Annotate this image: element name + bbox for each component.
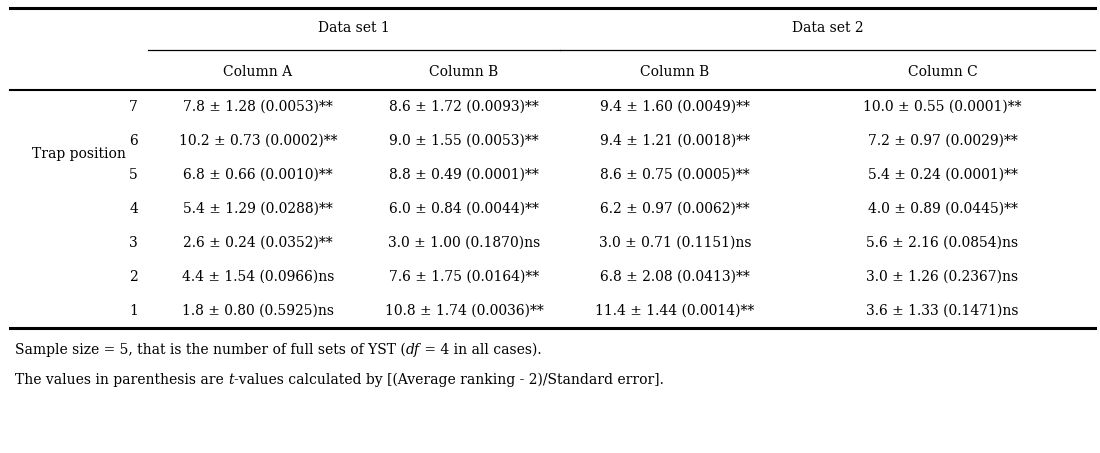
Text: 4.0 ± 0.89 (0.0445)**: 4.0 ± 0.89 (0.0445)** [868, 202, 1018, 216]
Text: 9.4 ± 1.21 (0.0018)**: 9.4 ± 1.21 (0.0018)** [600, 134, 750, 148]
Text: 1: 1 [129, 304, 138, 318]
Text: 4: 4 [129, 202, 138, 216]
Text: Trap position: Trap position [32, 147, 125, 161]
Text: 5.4 ± 1.29 (0.0288)**: 5.4 ± 1.29 (0.0288)** [183, 202, 333, 216]
Text: 6.8 ± 2.08 (0.0413)**: 6.8 ± 2.08 (0.0413)** [601, 270, 750, 284]
Text: 7.6 ± 1.75 (0.0164)**: 7.6 ± 1.75 (0.0164)** [389, 270, 539, 284]
Text: 8.6 ± 1.72 (0.0093)**: 8.6 ± 1.72 (0.0093)** [389, 100, 539, 114]
Text: 6.0 ± 0.84 (0.0044)**: 6.0 ± 0.84 (0.0044)** [389, 202, 539, 216]
Text: 11.4 ± 1.44 (0.0014)**: 11.4 ± 1.44 (0.0014)** [595, 304, 755, 318]
Text: 2.6 ± 0.24 (0.0352)**: 2.6 ± 0.24 (0.0352)** [184, 236, 333, 250]
Text: 10.2 ± 0.73 (0.0002)**: 10.2 ± 0.73 (0.0002)** [178, 134, 338, 148]
Text: -values calculated by [(Average ranking - 2)/Standard error].: -values calculated by [(Average ranking … [233, 373, 663, 387]
Text: = 4 in all cases).: = 4 in all cases). [420, 343, 541, 357]
Text: 2: 2 [130, 270, 138, 284]
Text: t: t [228, 373, 233, 387]
Text: 10.0 ± 0.55 (0.0001)**: 10.0 ± 0.55 (0.0001)** [864, 100, 1022, 114]
Text: 3.0 ± 0.71 (0.1151)ns: 3.0 ± 0.71 (0.1151)ns [598, 236, 751, 250]
Text: 9.0 ± 1.55 (0.0053)**: 9.0 ± 1.55 (0.0053)** [389, 134, 539, 148]
Text: The values in parenthesis are: The values in parenthesis are [15, 373, 228, 387]
Text: Column C: Column C [908, 65, 978, 79]
Text: 5.4 ± 0.24 (0.0001)**: 5.4 ± 0.24 (0.0001)** [868, 168, 1018, 182]
Text: Data set 2: Data set 2 [792, 21, 864, 35]
Text: 9.4 ± 1.60 (0.0049)**: 9.4 ± 1.60 (0.0049)** [601, 100, 750, 114]
Text: 5.6 ± 2.16 (0.0854)ns: 5.6 ± 2.16 (0.0854)ns [867, 236, 1019, 250]
Text: Column A: Column A [223, 65, 293, 79]
Text: 5: 5 [130, 168, 138, 182]
Text: Column B: Column B [640, 65, 710, 79]
Text: 6.8 ± 0.66 (0.0010)**: 6.8 ± 0.66 (0.0010)** [184, 168, 333, 182]
Text: 10.8 ± 1.74 (0.0036)**: 10.8 ± 1.74 (0.0036)** [385, 304, 543, 318]
Text: Sample size = 5, that is the number of full sets of YST (: Sample size = 5, that is the number of f… [15, 343, 406, 357]
Text: 3.6 ± 1.33 (0.1471)ns: 3.6 ± 1.33 (0.1471)ns [867, 304, 1019, 318]
Text: 7.2 ± 0.97 (0.0029)**: 7.2 ± 0.97 (0.0029)** [868, 134, 1018, 148]
Text: df: df [406, 343, 420, 357]
Text: 8.8 ± 0.49 (0.0001)**: 8.8 ± 0.49 (0.0001)** [389, 168, 539, 182]
Text: Column B: Column B [429, 65, 498, 79]
Text: 3.0 ± 1.00 (0.1870)ns: 3.0 ± 1.00 (0.1870)ns [388, 236, 540, 250]
Text: Data set 1: Data set 1 [318, 21, 389, 35]
Text: 4.4 ± 1.54 (0.0966)ns: 4.4 ± 1.54 (0.0966)ns [182, 270, 334, 284]
Text: 1.8 ± 0.80 (0.5925)ns: 1.8 ± 0.80 (0.5925)ns [182, 304, 334, 318]
Text: 7: 7 [129, 100, 138, 114]
Text: 6.2 ± 0.97 (0.0062)**: 6.2 ± 0.97 (0.0062)** [601, 202, 750, 216]
Text: 8.6 ± 0.75 (0.0005)**: 8.6 ± 0.75 (0.0005)** [601, 168, 750, 182]
Text: 7.8 ± 1.28 (0.0053)**: 7.8 ± 1.28 (0.0053)** [183, 100, 333, 114]
Text: 3.0 ± 1.26 (0.2367)ns: 3.0 ± 1.26 (0.2367)ns [867, 270, 1019, 284]
Text: 3: 3 [130, 236, 138, 250]
Text: 6: 6 [130, 134, 138, 148]
